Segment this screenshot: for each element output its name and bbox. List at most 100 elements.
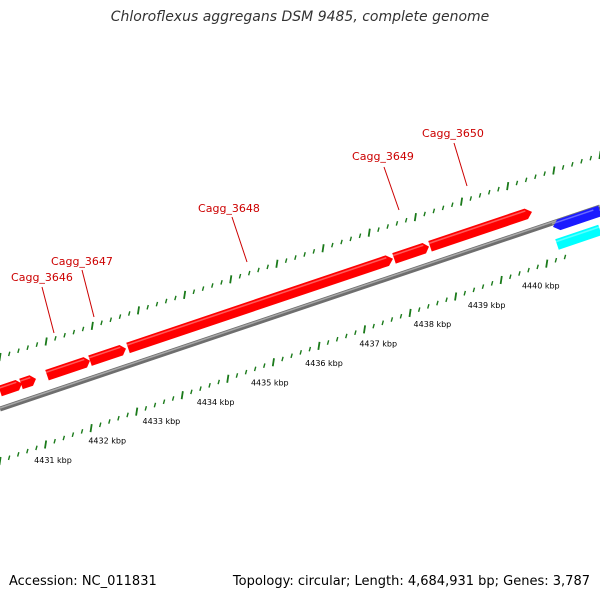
reverse-tick — [171, 396, 175, 401]
reverse-tick — [190, 389, 193, 395]
forward-tick — [340, 239, 343, 245]
forward-tick — [257, 267, 260, 273]
reverse-tick — [408, 308, 412, 318]
gene-arrow-cagg-3649-shine — [392, 244, 424, 257]
forward-tick — [7, 351, 11, 357]
reverse-tick — [16, 452, 20, 457]
gene-arrow-cagg-3646-body[interactable] — [45, 357, 90, 381]
reverse-tick — [454, 292, 458, 301]
gene-arrow-reverse-body[interactable] — [553, 205, 600, 231]
gene-label-cagg-3650[interactable]: Cagg_3650 — [422, 127, 484, 140]
forward-tick — [220, 280, 223, 285]
gene-arrow-cagg-3648-body[interactable] — [126, 255, 393, 354]
forward-tick — [247, 270, 251, 276]
forward-tick — [487, 189, 491, 195]
reverse-tick — [226, 374, 230, 383]
forward-tick — [192, 289, 196, 295]
gene-arrow-cagg-3649-body[interactable] — [392, 242, 429, 264]
forward-tick — [164, 298, 168, 304]
genome-backbone — [0, 204, 600, 412]
gene-callouts: Cagg_3646 Cagg_3647 Cagg_3648 Cagg_3649 Cagg… — [11, 127, 484, 334]
gene-arrow-upstream-2[interactable] — [19, 375, 36, 390]
reverse-tick — [199, 386, 202, 391]
kbp-label: 4433 kbp — [143, 417, 181, 426]
reverse-tick — [253, 366, 257, 372]
reverse-tick — [144, 405, 148, 411]
reverse-tick — [345, 333, 348, 339]
reverse-tick — [299, 350, 303, 355]
reverse-tick — [7, 455, 11, 461]
forward-tick — [367, 228, 371, 237]
forward-tick — [174, 295, 177, 301]
forward-tick — [284, 258, 288, 264]
gene-arrow-cagg-3646[interactable] — [45, 357, 90, 381]
forward-tick — [497, 186, 500, 192]
reverse-tick — [390, 317, 394, 322]
reverse-tick — [53, 438, 56, 444]
forward-tick — [534, 174, 537, 180]
kbp-label: 4434 kbp — [197, 398, 235, 407]
gene-label-cagg-3649[interactable]: Cagg_3649 — [352, 150, 414, 163]
reverse-tick — [481, 284, 485, 289]
gene-arrow-reverse-shine — [551, 209, 594, 225]
gene-label-cagg-3648[interactable]: Cagg_3648 — [198, 202, 260, 215]
reverse-tick — [26, 448, 29, 454]
gene-arrow-upstream-shine — [0, 381, 17, 389]
reverse-tick — [162, 399, 166, 405]
reverse-tick — [499, 275, 503, 285]
reverse-tick — [290, 353, 293, 359]
forward-tick — [63, 332, 66, 338]
reverse-tick — [217, 379, 220, 385]
callout-line-cagg-3648 — [231, 216, 248, 263]
reverse-tick — [545, 259, 549, 268]
gene-arrow-cagg-3648[interactable] — [126, 255, 393, 354]
reverse-tick — [326, 340, 330, 345]
forward-tick — [469, 196, 473, 201]
gene-arrow-cagg-3649[interactable] — [392, 242, 429, 264]
forward-tick — [0, 352, 2, 362]
forward-tick — [118, 314, 122, 319]
gene-arrow-upstream[interactable] — [0, 379, 22, 397]
reverse-tick — [244, 369, 248, 375]
reverse-tick — [0, 456, 2, 466]
gene-arrow-cagg-3647-body[interactable] — [88, 344, 126, 366]
forward-tick — [100, 320, 103, 326]
reverse-tick — [317, 341, 321, 350]
reverse-tick — [235, 373, 239, 378]
gene-arrow-upstream-2-body[interactable] — [19, 375, 36, 390]
gene-arrow-reverse[interactable] — [551, 205, 600, 231]
gene-arrow-upstream-body[interactable] — [0, 379, 22, 397]
reverse-tick — [399, 313, 403, 319]
forward-tick — [589, 155, 593, 161]
forward-tick — [109, 317, 113, 323]
reverse-tick — [281, 356, 284, 362]
kbp-label: 4432 kbp — [88, 437, 126, 446]
reverse-tick — [527, 267, 530, 273]
accession-text: Accession: NC_011831 — [9, 574, 157, 589]
gene-arrow-cagg-3647-shine — [88, 346, 121, 359]
reverse-tick — [363, 325, 367, 334]
reverse-tick — [71, 432, 75, 438]
gene-track — [0, 205, 600, 397]
reverse-tick — [472, 287, 476, 293]
gene-arrow-cagg-3650[interactable] — [428, 208, 532, 252]
reverse-tick — [308, 346, 312, 352]
kbp-label: 4438 kbp — [414, 320, 452, 329]
gene-arrow-cagg-3648-shine — [126, 257, 387, 346]
forward-tick — [358, 233, 362, 239]
reverse-tick — [335, 336, 339, 342]
gene-arrow-cagg-3650-body[interactable] — [428, 208, 532, 252]
gene-arrow-cagg-3647[interactable] — [88, 344, 126, 366]
gene-arrow-reverse-alt-body[interactable] — [555, 224, 600, 250]
forward-tick — [44, 337, 48, 346]
forward-tick — [441, 205, 445, 211]
gene-arrow-reverse-alt-shine — [555, 226, 600, 243]
gene-arrow-reverse-alt[interactable] — [555, 224, 600, 250]
gene-arrow-cagg-3646-shine — [45, 358, 85, 374]
reverse-tick — [417, 307, 421, 313]
gene-label-cagg-3646[interactable]: Cagg_3646 — [11, 271, 73, 284]
reverse-tick — [126, 412, 129, 418]
forward-tick — [211, 283, 214, 288]
gene-label-cagg-3647[interactable]: Cagg_3647 — [51, 255, 113, 268]
forward-tick — [478, 193, 482, 198]
